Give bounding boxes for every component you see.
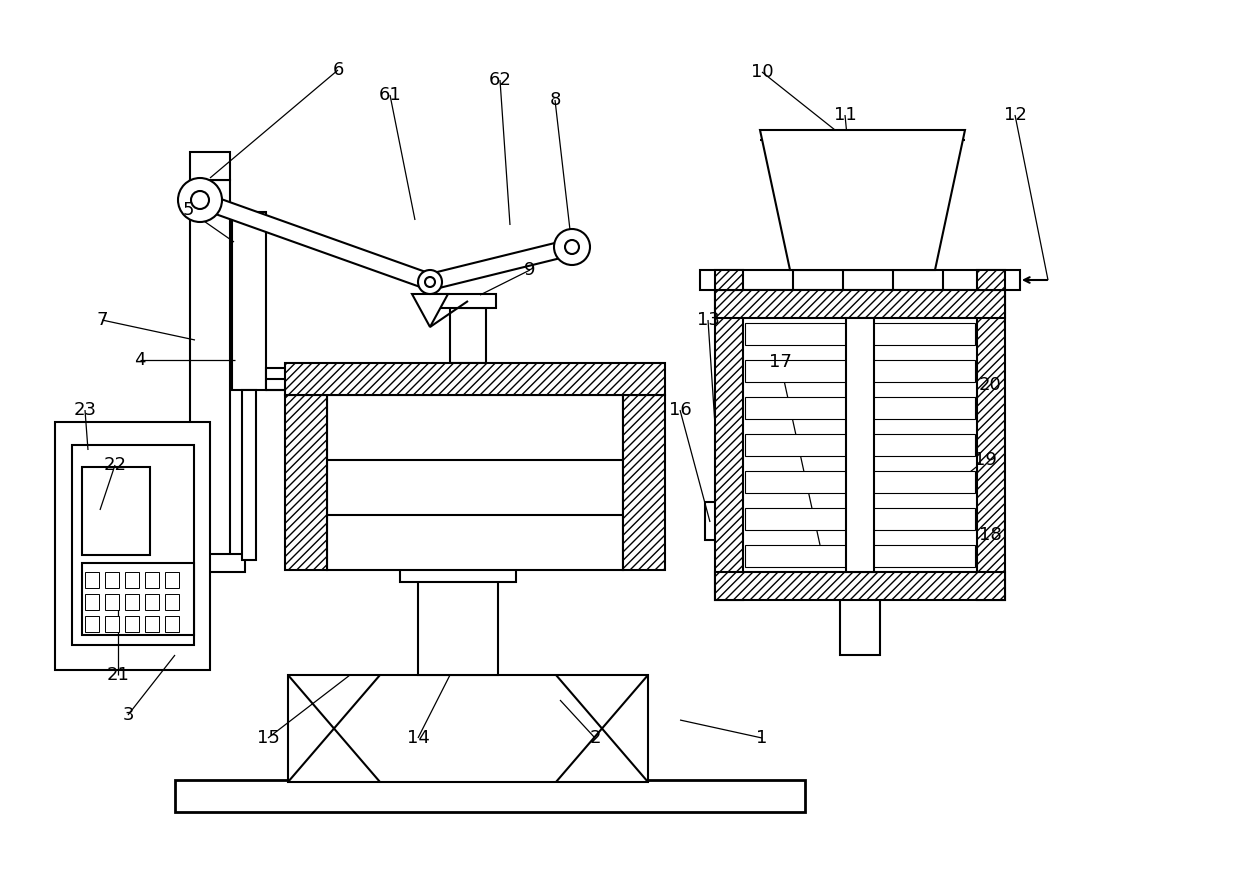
- Text: 23: 23: [73, 401, 97, 419]
- Text: 22: 22: [103, 456, 126, 474]
- Bar: [105, 572, 119, 588]
- Bar: [145, 572, 159, 588]
- Bar: [745, 323, 975, 345]
- Text: 3: 3: [123, 706, 134, 724]
- Bar: [745, 360, 975, 382]
- Bar: [977, 270, 1004, 290]
- Bar: [165, 594, 179, 610]
- Text: 11: 11: [833, 106, 857, 124]
- Circle shape: [565, 240, 579, 254]
- Circle shape: [425, 277, 435, 287]
- Bar: [190, 180, 229, 560]
- Text: 1: 1: [756, 729, 768, 747]
- Bar: [72, 445, 193, 645]
- Bar: [622, 395, 665, 570]
- Bar: [715, 290, 1004, 318]
- Text: 2: 2: [589, 729, 600, 747]
- Bar: [418, 567, 498, 675]
- Polygon shape: [760, 130, 965, 270]
- Bar: [977, 290, 1004, 600]
- Bar: [285, 395, 327, 570]
- Bar: [145, 594, 159, 610]
- Bar: [846, 318, 874, 572]
- Text: 8: 8: [549, 91, 560, 109]
- Bar: [175, 554, 246, 572]
- Bar: [125, 572, 139, 588]
- Circle shape: [191, 191, 210, 209]
- Bar: [839, 597, 880, 655]
- Circle shape: [554, 229, 590, 265]
- Bar: [175, 780, 805, 812]
- Bar: [267, 368, 286, 390]
- Bar: [288, 675, 649, 782]
- Bar: [82, 563, 193, 635]
- Bar: [86, 616, 99, 632]
- Bar: [242, 390, 255, 560]
- Bar: [125, 594, 139, 610]
- Circle shape: [179, 178, 222, 222]
- Bar: [55, 422, 210, 670]
- Text: 21: 21: [107, 666, 129, 684]
- Bar: [145, 616, 159, 632]
- Bar: [715, 290, 743, 600]
- Bar: [401, 560, 516, 582]
- Text: 16: 16: [668, 401, 692, 419]
- Bar: [82, 467, 150, 555]
- Bar: [706, 502, 720, 540]
- Text: 20: 20: [978, 376, 1002, 394]
- Bar: [440, 294, 496, 308]
- Bar: [745, 397, 975, 419]
- Bar: [745, 545, 975, 567]
- Text: 62: 62: [489, 71, 511, 89]
- Polygon shape: [197, 192, 433, 289]
- Bar: [105, 616, 119, 632]
- Text: 9: 9: [525, 261, 536, 279]
- Bar: [125, 616, 139, 632]
- Bar: [745, 434, 975, 456]
- Text: 5: 5: [182, 201, 193, 219]
- Text: 6: 6: [332, 61, 343, 79]
- Text: 14: 14: [407, 729, 429, 747]
- Bar: [450, 308, 486, 363]
- Text: 19: 19: [973, 451, 997, 469]
- Bar: [105, 594, 119, 610]
- Bar: [327, 395, 622, 570]
- Polygon shape: [412, 294, 448, 327]
- Text: 61: 61: [378, 86, 402, 104]
- Bar: [165, 616, 179, 632]
- Bar: [745, 508, 975, 530]
- Bar: [701, 270, 1021, 290]
- Text: 10: 10: [750, 63, 774, 81]
- Text: 17: 17: [769, 353, 791, 371]
- Bar: [165, 572, 179, 588]
- Bar: [745, 471, 975, 493]
- Text: 15: 15: [257, 729, 279, 747]
- Bar: [715, 572, 1004, 600]
- Bar: [86, 572, 99, 588]
- Bar: [715, 270, 743, 290]
- Text: 18: 18: [978, 526, 1002, 544]
- Bar: [86, 594, 99, 610]
- Bar: [232, 212, 267, 390]
- Bar: [190, 152, 229, 180]
- Text: 7: 7: [97, 311, 108, 329]
- Text: 12: 12: [1003, 106, 1027, 124]
- Polygon shape: [428, 239, 574, 290]
- Circle shape: [418, 270, 441, 294]
- Bar: [285, 363, 665, 395]
- Text: 4: 4: [134, 351, 146, 369]
- Text: 13: 13: [697, 311, 719, 329]
